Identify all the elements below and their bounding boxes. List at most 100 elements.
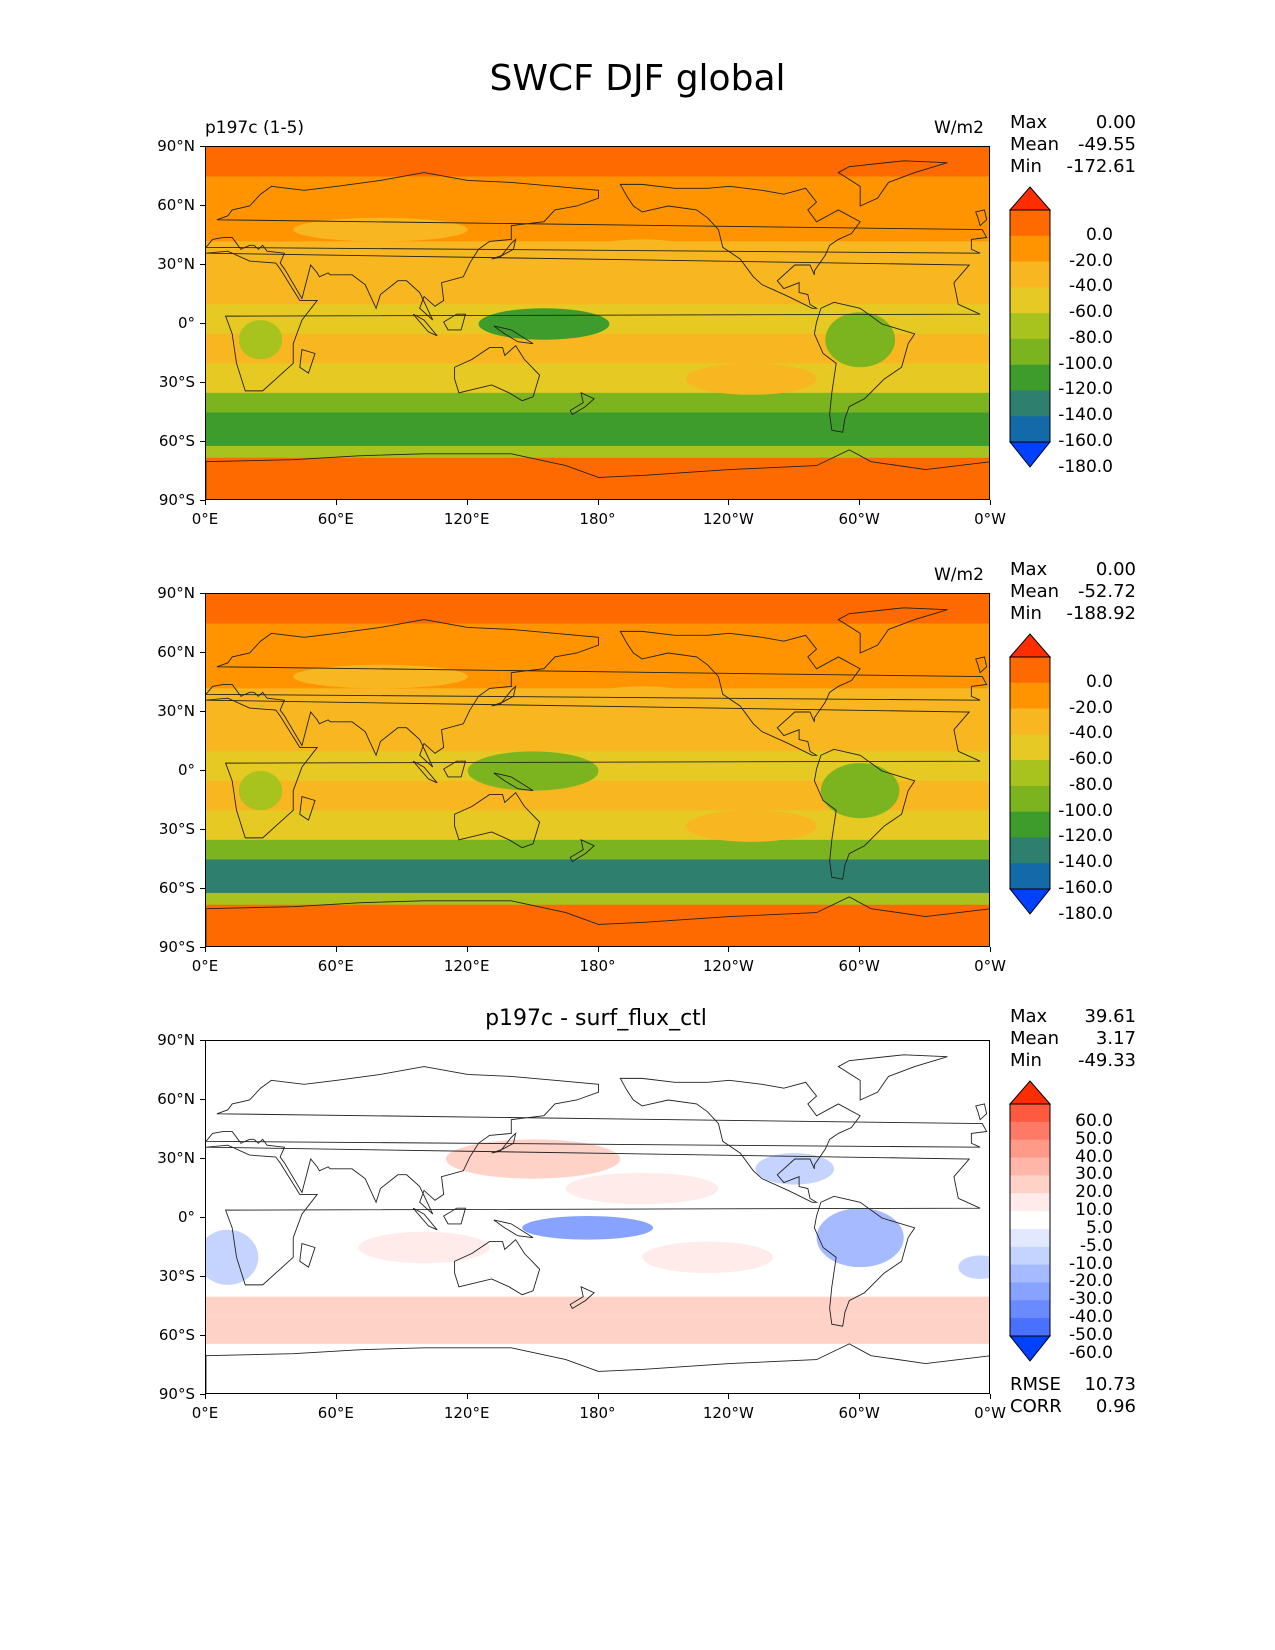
colorbar-tick-label: 10.0 <box>1075 1200 1113 1221</box>
lat-tick-mark <box>200 1158 205 1159</box>
coastline-eurasia <box>206 1066 988 1215</box>
colorbar-swatch <box>1010 364 1050 391</box>
colorbar-tick-label: -140.0 <box>1058 405 1113 426</box>
colorbar-swatch <box>1010 287 1050 314</box>
lat-tick-mark <box>200 829 205 830</box>
lat-tick-mark <box>200 1276 205 1277</box>
figure-title: SWCF DJF global <box>489 58 786 99</box>
field-blob <box>238 320 283 360</box>
stat-max: Max 39.61 <box>1010 1006 1136 1028</box>
colorbar-tick-label: -180.0 <box>1058 903 1113 924</box>
coastline-japan <box>491 685 517 707</box>
colorbar-max-triangle <box>1009 1080 1051 1105</box>
field-blob <box>576 686 708 718</box>
coastline-uk <box>975 1103 988 1121</box>
lat-tick-label: 90°S <box>158 938 195 956</box>
colorbar-swatch <box>1010 734 1050 761</box>
field-blob <box>820 763 900 819</box>
field-band <box>206 445 989 459</box>
coastline-northAmerica <box>619 1077 861 1203</box>
coastline-antarctica <box>206 1343 989 1393</box>
colorbar-swatch <box>1010 1300 1050 1319</box>
colorbar-tick-label: -40.0 <box>1069 723 1113 744</box>
lon-tick-mark <box>597 947 599 952</box>
lat-tick-label: 60°N <box>157 643 195 661</box>
colorbar-tick-label: -50.0 <box>1069 1325 1113 1345</box>
colorbar-tick-label: 0.0 <box>1085 224 1113 245</box>
field-map <box>205 146 990 500</box>
lon-tick-mark <box>205 947 206 952</box>
colorbar-tick-label: -5.0 <box>1079 1235 1113 1256</box>
field-band <box>206 839 989 861</box>
colorbar-swatch <box>1010 210 1050 237</box>
colorbar-tick-label: -100.0 <box>1058 353 1113 374</box>
coastline-newGuinea <box>493 772 534 792</box>
lon-tick-label: 60°E <box>317 510 354 528</box>
field-blob <box>293 664 468 689</box>
field-blob <box>293 217 468 242</box>
lon-tick-label: 120°E <box>443 957 490 975</box>
coastline-australia <box>454 791 541 849</box>
colorbar-tick-label: -140.0 <box>1058 852 1113 873</box>
field-band <box>206 859 989 875</box>
coastline-southAmerica <box>813 748 916 880</box>
coastline-greenland <box>837 1054 948 1101</box>
field-band <box>206 873 989 894</box>
lat-tick-label: 60°S <box>158 879 195 897</box>
colorbar-swatch <box>1010 837 1050 864</box>
colorbar-swatch <box>1010 1175 1050 1194</box>
colorbar-tick-label: -60.0 <box>1069 302 1113 323</box>
panel-stats: Max 39.61 Mean 3.17 Min -49.33 <box>1010 1006 1136 1072</box>
colorbar-tick-label: -20.0 <box>1069 1271 1113 1292</box>
colorbar-tick-label: -80.0 <box>1069 327 1113 348</box>
stat-value: -49.55 <box>1077 134 1136 155</box>
colorbar-tick-label: -20.0 <box>1069 697 1113 718</box>
field-band <box>206 623 989 654</box>
lon-tick-label: 180° <box>579 510 616 528</box>
lat-tick-mark <box>200 264 205 265</box>
colorbar-swatch <box>1010 416 1050 443</box>
stat-label: CORR <box>1010 1396 1062 1417</box>
lat-tick-mark <box>200 146 205 147</box>
lon-tick-label: 0°W <box>974 1404 1006 1422</box>
colorbar-tick-label: -80.0 <box>1069 774 1113 795</box>
stat-mean: Mean -52.72 <box>1010 581 1136 603</box>
colorbar-min-triangle <box>1009 1335 1051 1362</box>
map-canvas <box>206 1041 989 1393</box>
lon-tick-label: 0°E <box>191 1404 219 1422</box>
field-blob <box>206 1229 259 1285</box>
lon-tick-label: 120°W <box>702 957 754 975</box>
lat-tick-label: 30°S <box>158 1267 195 1285</box>
colorbar-tick-label: -120.0 <box>1058 379 1113 400</box>
coastline-sumatra <box>412 760 438 784</box>
field-colorbar <box>1009 633 1051 915</box>
stat-max: Max 0.00 <box>1010 112 1136 134</box>
lat-tick-label: 30°N <box>157 702 195 720</box>
stat-value: 10.73 <box>1084 1374 1136 1395</box>
stat-label: Mean <box>1010 581 1060 602</box>
coastline-africa <box>206 1144 981 1286</box>
coastline-borneo <box>443 313 467 331</box>
panel-left-title: p197c (1-5) <box>205 118 305 138</box>
field-blob <box>755 1153 834 1185</box>
colorbar-tick-label: 5.0 <box>1085 1217 1113 1238</box>
colorbar-tick-label: -40.0 <box>1069 276 1113 297</box>
colorbar-swatch <box>1010 682 1050 710</box>
coastline-japan <box>491 1132 517 1154</box>
lat-tick-label: 90°N <box>157 137 195 155</box>
colorbar-swatch <box>1010 1228 1050 1248</box>
lat-tick-label: 30°S <box>158 373 195 391</box>
field-blob <box>238 771 283 811</box>
colorbar-swatch <box>1010 1264 1050 1283</box>
lon-tick-mark <box>859 1394 861 1399</box>
colorbar-tick-label: 0.0 <box>1085 671 1113 692</box>
lon-tick-mark <box>597 500 599 505</box>
field-blob <box>565 1172 719 1205</box>
lon-tick-mark <box>728 1394 730 1399</box>
colorbar-frame <box>1009 209 1051 443</box>
colorbar-swatch <box>1010 708 1050 735</box>
coastline-nz <box>569 392 595 416</box>
colorbar-tick-label: 30.0 <box>1075 1164 1113 1185</box>
colorbar-swatch <box>1010 1318 1050 1337</box>
lon-tick-mark <box>335 1394 337 1399</box>
